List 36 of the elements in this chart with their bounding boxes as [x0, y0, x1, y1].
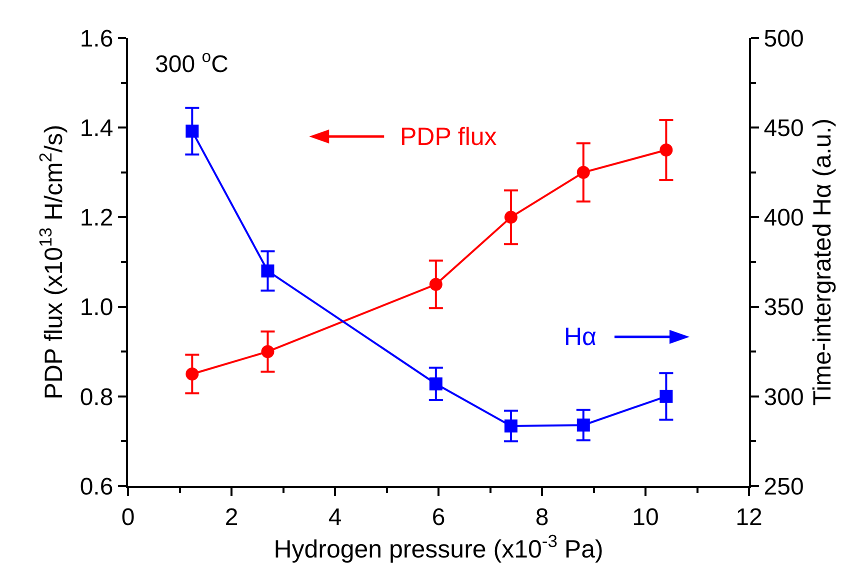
- y-tick-label: 0.6: [80, 473, 114, 500]
- point: [261, 345, 274, 358]
- point: [660, 144, 673, 156]
- point: [576, 166, 590, 179]
- x-tick-label: 10: [632, 504, 659, 531]
- point: [504, 419, 518, 432]
- point: [576, 418, 590, 432]
- y2-tick-label: 300: [764, 384, 804, 411]
- point: [660, 390, 673, 403]
- point: [186, 124, 199, 138]
- x-tick-label: 4: [328, 504, 342, 531]
- y-tick-label: 1.0: [80, 294, 114, 322]
- y2-tick-label: 350: [764, 294, 804, 322]
- text: Hα: [564, 323, 597, 351]
- y-tick-label: 1.4: [80, 115, 114, 142]
- x-tick-label: 8: [535, 504, 549, 531]
- y-tick-label: 1.6: [80, 25, 114, 52]
- y-tick-label: 1.2: [80, 204, 114, 232]
- x-tick-label: 2: [224, 504, 238, 531]
- point: [429, 377, 442, 390]
- point: [429, 278, 442, 291]
- point: [504, 210, 518, 224]
- legend-label: PDP flux: [400, 123, 498, 151]
- point: [186, 368, 199, 380]
- point: [261, 264, 274, 278]
- x-tick-label: 0: [121, 504, 135, 531]
- x-tick-label: 6: [432, 504, 446, 531]
- y2-tick-label: 250: [764, 473, 804, 500]
- y-tick-label: 0.8: [80, 384, 114, 411]
- y2-axis-title: Time-intergrated Hα (a.u.): [808, 118, 836, 406]
- annotation: 300 $^{o}$C: [155, 47, 228, 78]
- y2-tick-label: 400: [764, 204, 804, 232]
- y2-tick-label: 500: [764, 25, 804, 52]
- y2-tick-label: 450: [764, 115, 804, 142]
- x-tick-label: 12: [736, 504, 762, 531]
- x-axis-title: Hydrogen pressure (x10$^{-3}$ Pa): [274, 530, 604, 564]
